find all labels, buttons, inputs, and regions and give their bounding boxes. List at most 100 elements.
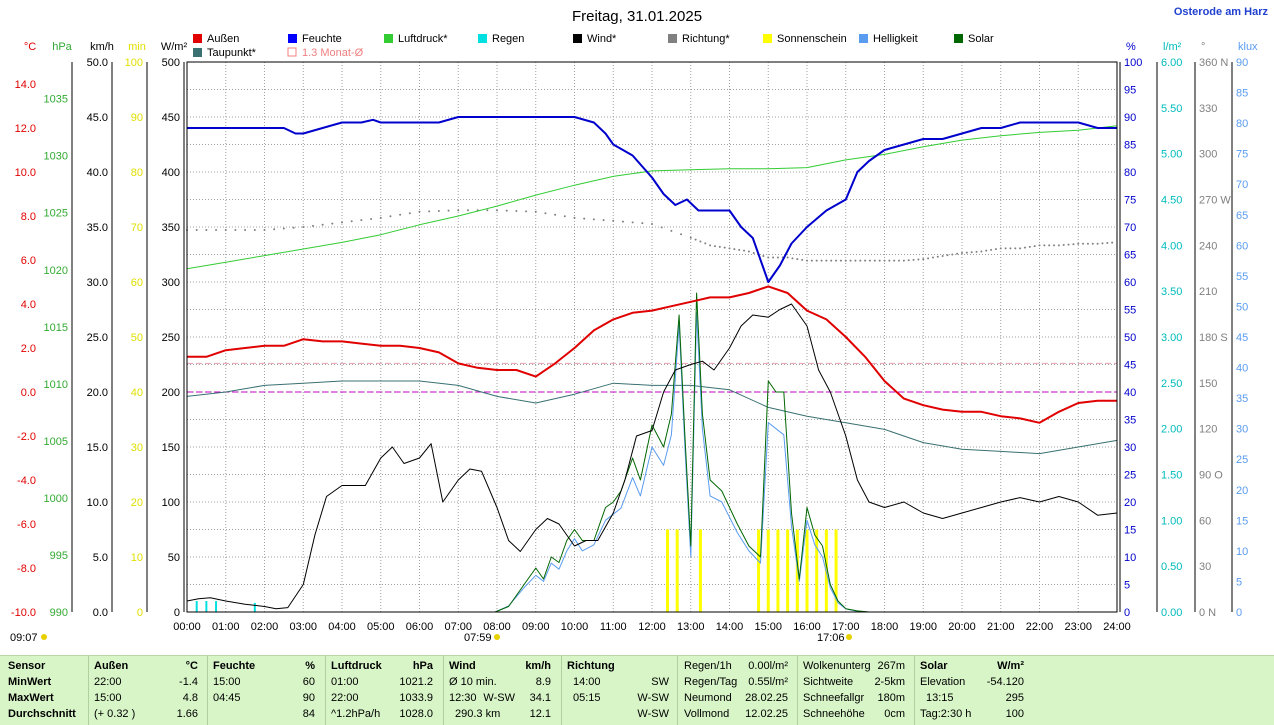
direction-point [583,217,586,220]
direction-point [1019,247,1022,250]
x-tick-label: 19:00 [909,621,937,633]
right-axis-tick-label: 330 [1199,103,1217,115]
left-axis-tick-label: 15.0 [87,442,108,454]
legend-label: Taupunkt* [207,47,257,59]
stats-richtung-avg-value: W-SW [637,708,669,720]
direction-point [917,258,920,261]
left-axis-tick-label: 1025 [44,208,68,220]
x-tick-label: 12:00 [638,621,666,633]
direction-point [893,259,896,262]
direction-point [195,229,198,232]
right-axis-tick-label: 10 [1124,552,1136,564]
right-axis-tick-label: 20 [1124,497,1136,509]
right-axis-tick-label: 60 [1124,277,1136,289]
left-axis-tick-label: 8.0 [21,211,36,223]
direction-point [680,233,683,236]
direction-point [990,248,993,251]
left-axis-tick-label: 5.0 [93,552,108,564]
right-axis-tick-label: 120 [1199,424,1217,436]
direction-point [302,226,305,228]
direction-point [713,245,716,248]
stats-wind-max-time: 12:30 [449,692,477,704]
stats-schneehoehe-label: Schneehöhe [803,708,865,720]
direction-point [946,254,949,257]
stats-richtung-header: Richtung [567,660,615,672]
left-axis-tick-label: 70 [131,222,143,234]
direction-point [752,251,755,254]
direction-point [762,255,765,258]
stats-wind-distance: 290.3 km [455,708,501,720]
direction-point [1053,244,1056,247]
stats-wolkenunterg-label: Wolkenunterg [803,660,871,672]
series-group [186,116,1118,613]
right-axis-tick-label: 0.50 [1161,561,1182,573]
right-axis-tick-label: 40 [1124,387,1136,399]
stats-feuchte: Feuchte% 15:00 60 04:45 90 84 [213,658,319,722]
right-axis-tick-label: 1.50 [1161,470,1182,482]
stats-solar-day-value: 100 [1005,708,1024,720]
direction-point [767,256,770,259]
direction-point [1111,241,1114,244]
direction-point [1101,242,1104,245]
stats-sensor: Sensor MinWert MaxWert Durchschnitt [8,658,86,722]
direction-point [1023,246,1026,249]
left-axis-tick-label: 10.0 [87,497,108,509]
series-line [187,312,1117,613]
right-axis-tick-label: 3.00 [1161,332,1182,344]
stats-wind: Wind km/h Ø 10 min. 8.9 12:30 W-SW 34.1 290.… [449,658,555,722]
right-axis-tick-label: 30 [1124,442,1136,454]
x-tick-label: 17:00 [832,621,860,633]
stats-sensor-header: Sensor [8,660,46,672]
direction-point [864,259,867,262]
stats-regen-tag-label: Regen/Tag [684,676,738,688]
left-axis-tick-label: 10 [131,552,143,564]
stats-feuchte-unit: % [305,660,315,672]
left-axis-unit: km/h [90,41,114,53]
direction-point [806,259,808,262]
stats-feuchte-avg-value: 84 [302,708,315,720]
stats-solar-max-value: 295 [1005,692,1024,704]
legend-label: Richtung* [682,33,730,45]
right-axis-tick-label: 90 [1124,112,1136,124]
right-axis-tick-label: 25 [1124,470,1136,482]
direction-point [796,258,799,261]
direction-point [689,236,692,239]
stats-neumond-label: Neumond [684,692,732,704]
direction-point [728,247,731,250]
direction-point [1009,247,1012,250]
direction-point [791,257,794,260]
left-axis-tick-label: 6.0 [21,255,36,267]
right-axis-tick-label: 150 [1199,378,1217,390]
left-axis-tick-label: 0.0 [93,607,108,619]
legend-swatch [288,34,297,43]
direction-point [621,220,624,223]
direction-point [515,209,518,212]
left-axis-tick-label: 4.0 [21,299,36,311]
right-axis-tick-label: 1.00 [1161,515,1182,527]
sun-duration-icon [41,634,47,640]
direction-point [907,259,910,262]
right-axis-tick-label: 15 [1124,525,1136,537]
direction-point [888,259,891,262]
stats-aussen-min-value: -1.4 [179,676,198,688]
right-axis-tick-label: 240 [1199,240,1217,252]
x-tick-label: 10:00 [561,621,589,633]
stats-wind-avg-value: 12.1 [529,708,551,720]
stats-neumond-value: 28.02.25 [745,692,788,704]
direction-point [1038,244,1041,247]
stats-regen-1h-value: 0.00l/m² [748,660,788,672]
series-line [187,292,1117,613]
direction-point [1106,242,1109,245]
stats-wind-avg10-label: Ø 10 min. [449,676,497,688]
left-axis-tick-label: 0 [137,607,143,619]
direction-point [1014,247,1017,250]
stats-wind-avg10-value: 8.9 [535,676,551,688]
left-axis-unit: min [128,41,146,53]
direction-point [868,259,871,262]
x-tick-label: 22:00 [1026,621,1054,633]
left-axis-tick-label: 1000 [44,493,68,505]
direction-point [970,251,973,254]
right-axis-tick-label: 70 [1236,179,1248,191]
direction-point [573,216,576,219]
direction-point [563,215,566,218]
